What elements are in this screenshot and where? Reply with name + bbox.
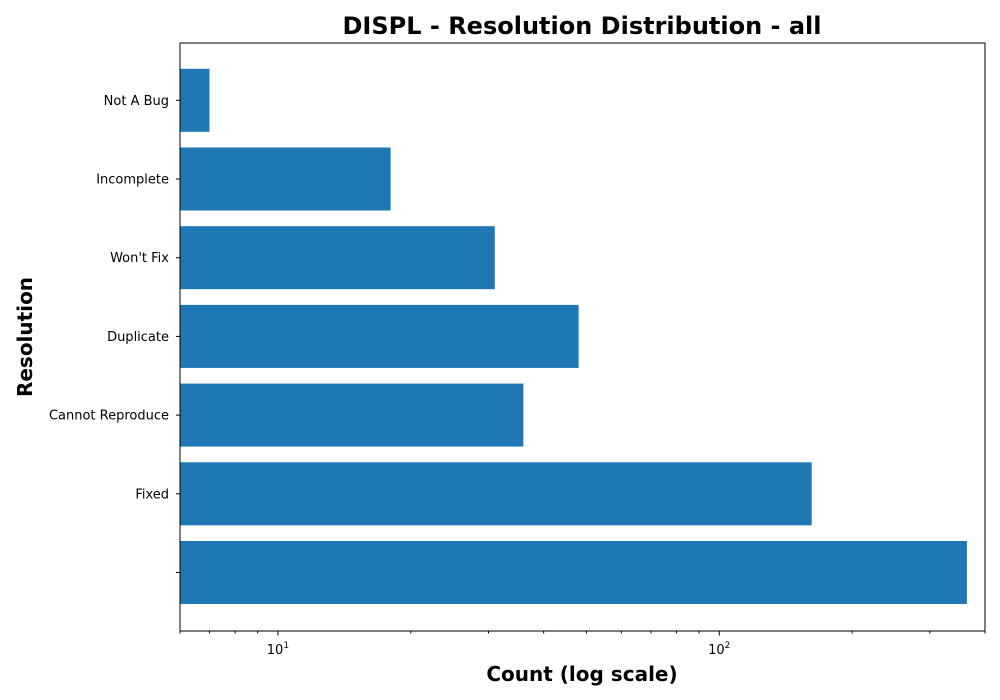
x-tick-base: 10 [267,643,284,658]
x-tick-label: 101 [267,641,289,658]
bar-2 [180,383,524,447]
y-tick-label: Cannot Reproduce [49,409,169,424]
bars-group [180,68,967,604]
bar-1 [180,462,812,526]
x-tick-exponent: 2 [725,641,731,651]
x-axis-ticks: 101 102 [179,631,986,658]
x-tick-base: 10 [708,643,725,658]
y-axis-title: Resolution [13,277,37,397]
bar-3 [180,304,579,368]
y-tick-label: Fixed [135,487,169,502]
bar-5 [180,147,391,211]
y-tick-label: Won't Fix [110,251,169,266]
y-axis-ticks: Fixed Cannot Reproduce Duplicate Won't Fix I… [49,94,180,573]
y-tick-label: Duplicate [107,330,169,345]
bar-6 [180,68,210,132]
plot-frame [179,42,986,632]
x-tick-label: 102 [708,641,730,658]
y-tick-label: Not A Bug [104,94,169,109]
chart-title: DISPL - Resolution Distribution - all [343,12,822,40]
x-axis-title: Count (log scale) [486,662,677,686]
bar-0 [180,541,967,604]
y-tick-label: Incomplete [96,173,169,188]
bar-4 [180,226,495,290]
x-tick-exponent: 1 [283,641,289,651]
